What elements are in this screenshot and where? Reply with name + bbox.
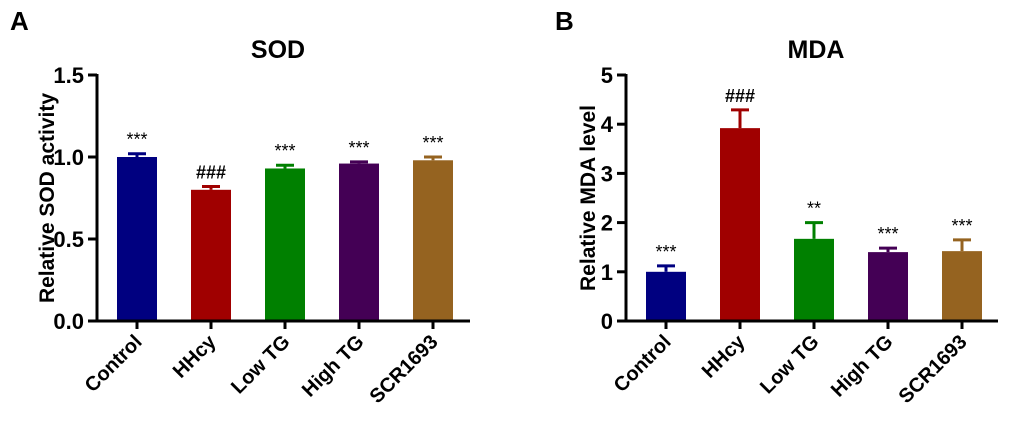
x-tick-label: High TG bbox=[827, 331, 898, 402]
significance-label: ### bbox=[725, 86, 755, 106]
bar bbox=[794, 238, 834, 321]
x-tick-label: HHcy bbox=[169, 330, 221, 382]
significance-label: ** bbox=[807, 199, 821, 219]
x-tick-label: SCR1693 bbox=[895, 331, 972, 408]
x-tick-label: HHcy bbox=[698, 330, 750, 382]
bar bbox=[339, 163, 379, 321]
chart-title: SOD bbox=[251, 36, 305, 64]
bar bbox=[720, 128, 760, 321]
panel-label: B bbox=[555, 6, 574, 36]
y-tick-label: 3 bbox=[601, 161, 613, 186]
y-axis-label: Relative SOD activity bbox=[36, 93, 59, 303]
bar bbox=[191, 189, 231, 321]
significance-label: *** bbox=[348, 138, 369, 158]
bar bbox=[868, 252, 908, 321]
significance-label: *** bbox=[422, 133, 443, 153]
bar bbox=[265, 168, 305, 321]
y-tick-label: 0.0 bbox=[53, 309, 84, 334]
significance-label: ### bbox=[196, 163, 226, 183]
chart-panel-b: B MDA Relative MDA level *** Control ### HHcy *… bbox=[555, 6, 998, 408]
chart-panel-a: A SOD Relative SOD activity *** Control ### HH… bbox=[10, 6, 470, 408]
x-tick-label: Control bbox=[610, 331, 676, 397]
y-tick-label: 0.5 bbox=[53, 227, 84, 252]
bar bbox=[942, 251, 982, 321]
y-tick-label: 5 bbox=[601, 63, 613, 88]
chart-title: MDA bbox=[788, 36, 845, 64]
bar bbox=[413, 160, 453, 321]
x-tick-label: Control bbox=[81, 331, 147, 397]
y-tick-label: 1 bbox=[601, 260, 613, 285]
x-tick-label: Low TG bbox=[756, 331, 823, 398]
y-tick-label: 0 bbox=[601, 309, 613, 334]
y-tick-label: 4 bbox=[601, 112, 614, 137]
y-tick-label: 1.5 bbox=[53, 63, 84, 88]
x-tick-label: Low TG bbox=[227, 331, 294, 398]
significance-label: *** bbox=[655, 242, 676, 262]
bar bbox=[117, 157, 157, 321]
significance-label: *** bbox=[126, 130, 147, 150]
bar bbox=[646, 271, 686, 321]
panel-label: A bbox=[10, 6, 29, 36]
significance-label: *** bbox=[274, 141, 295, 161]
significance-label: *** bbox=[877, 224, 898, 244]
y-axis-label: Relative MDA level bbox=[577, 105, 600, 291]
y-tick-label: 1.0 bbox=[53, 145, 84, 170]
significance-label: *** bbox=[951, 216, 972, 236]
x-tick-label: High TG bbox=[298, 331, 369, 402]
x-tick-label: SCR1693 bbox=[366, 331, 443, 408]
y-tick-label: 2 bbox=[601, 211, 613, 236]
